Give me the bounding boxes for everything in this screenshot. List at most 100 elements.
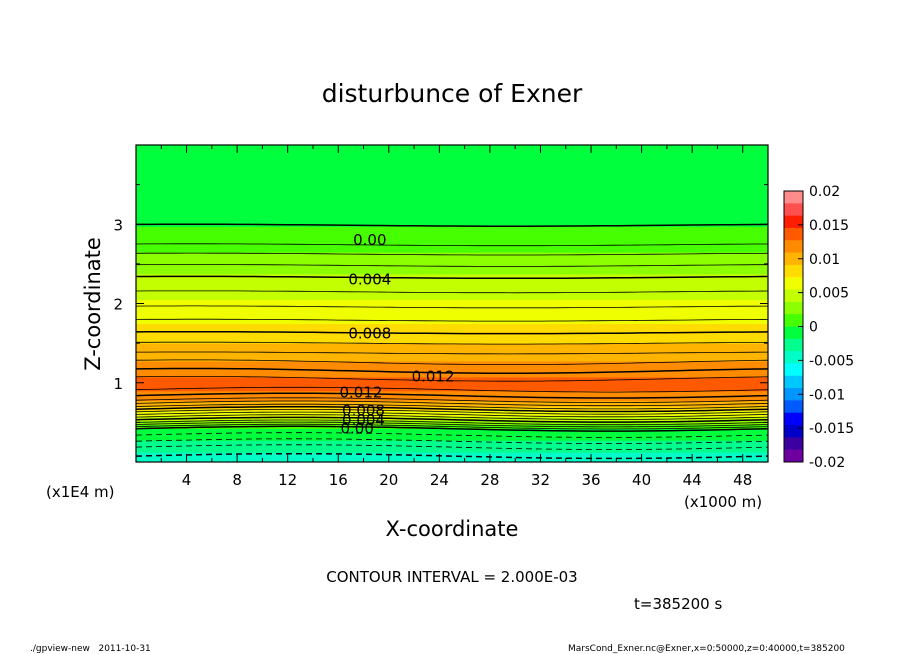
- contour-band: [136, 180, 768, 184]
- contour-band: [136, 412, 768, 416]
- contour-band: [136, 148, 768, 152]
- colorbar-tick-label: 0.015: [809, 218, 849, 234]
- contour-line: [136, 351, 768, 355]
- contour-line: [136, 264, 768, 267]
- contour-band: [136, 424, 768, 427]
- contour-band: [136, 154, 768, 158]
- contour-band: [136, 353, 768, 356]
- contour-band: [136, 202, 768, 206]
- contour-band: [136, 396, 768, 400]
- contour-label: 0.00: [340, 420, 373, 438]
- footer-right: MarsCond_Exner.nc@Exner,x=0:50000,z=0:40…: [568, 644, 845, 654]
- contour-band: [136, 428, 768, 431]
- colorbar-swatch: [784, 252, 803, 266]
- contour-band: [136, 442, 768, 445]
- contour-line: [136, 406, 768, 413]
- contour-band: [136, 404, 768, 408]
- contour-band: [136, 166, 768, 170]
- contour-band: [136, 356, 768, 360]
- contour-band: [136, 156, 768, 160]
- colorbar-swatch: [784, 215, 803, 229]
- contour-band: [136, 212, 768, 215]
- contour-band: [136, 240, 768, 243]
- contour-band: [136, 406, 768, 410]
- colorbar-tick-label: 0.02: [809, 184, 840, 200]
- contour-band: [136, 279, 768, 283]
- colorbar-swatch: [784, 388, 803, 401]
- contour-band: [136, 196, 768, 200]
- contour-line: [136, 409, 768, 415]
- contour-band: [136, 458, 768, 461]
- contour-band: [136, 343, 768, 346]
- contour-band: [136, 160, 768, 164]
- x-unit-label: (x1000 m): [684, 493, 762, 511]
- contour-band: [136, 323, 768, 326]
- x-tick-label: 44: [683, 471, 702, 489]
- contour-line: [136, 386, 768, 393]
- contour-band: [136, 376, 768, 380]
- colorbar-swatch: [784, 375, 803, 389]
- contour-band: [136, 382, 768, 386]
- contour-label: 0.008: [348, 325, 391, 343]
- contour-band: [136, 438, 768, 441]
- contour-band: [136, 257, 768, 261]
- colorbar-tick-label: 0: [809, 320, 818, 336]
- contour-band: [136, 355, 768, 358]
- contour-band: [136, 374, 768, 378]
- contour-band: [136, 222, 768, 225]
- contour-line: [136, 400, 768, 407]
- contour-band: [136, 309, 768, 313]
- contour-band: [136, 452, 768, 455]
- contour-band: [136, 208, 768, 211]
- contour-band: [136, 214, 768, 217]
- contour-band: [136, 287, 768, 291]
- x-tick-label: 36: [581, 471, 600, 489]
- colorbar-swatch: [784, 351, 803, 364]
- contour-band: [136, 242, 768, 245]
- contour-band: [136, 327, 768, 330]
- contour-line: [136, 305, 768, 309]
- contour-band: [136, 178, 768, 182]
- contour-band: [136, 349, 768, 352]
- contour-line: [136, 275, 768, 280]
- contour-band: [136, 331, 768, 334]
- contour-band: [136, 378, 768, 382]
- contour-band: [136, 150, 768, 154]
- contour-band: [136, 416, 768, 420]
- contour-band: [136, 289, 768, 293]
- x-tick-label: 8: [232, 471, 242, 489]
- contour-band: [136, 456, 768, 459]
- contour-band: [136, 210, 768, 213]
- contour-line: [136, 423, 768, 430]
- contour-band: [136, 329, 768, 332]
- contour-band: [136, 313, 768, 316]
- contour-band: [136, 204, 768, 208]
- contour-band: [136, 190, 768, 194]
- contour-band: [136, 301, 768, 305]
- colorbar-tick-label: -0.01: [809, 387, 845, 403]
- contour-band: [136, 422, 768, 425]
- contour-band: [136, 283, 768, 287]
- contour-line: [136, 330, 768, 335]
- contour-band: [136, 186, 768, 190]
- colorbar-tick-label: 0.005: [809, 286, 849, 302]
- colorbar-tick-label: 0.01: [809, 252, 840, 268]
- contour-band: [136, 246, 768, 249]
- x-tick-label: 32: [531, 471, 550, 489]
- contour-line: [136, 290, 768, 294]
- y-axis-label: Z-coordinate: [81, 237, 105, 371]
- contour-band: [136, 273, 768, 277]
- colorbar-swatch: [784, 363, 803, 377]
- contour-line: [136, 223, 768, 227]
- contour-line: [136, 359, 768, 365]
- contour-band: [136, 216, 768, 219]
- contour-line: [136, 411, 768, 418]
- contour-band: [136, 303, 768, 307]
- contour-line: [136, 425, 768, 432]
- contour-band: [136, 390, 768, 394]
- contour-band: [136, 152, 768, 156]
- contour-band: [136, 259, 768, 263]
- contour-band: [136, 234, 768, 237]
- contour-label: 0.004: [348, 271, 391, 289]
- contour-band: [136, 176, 768, 180]
